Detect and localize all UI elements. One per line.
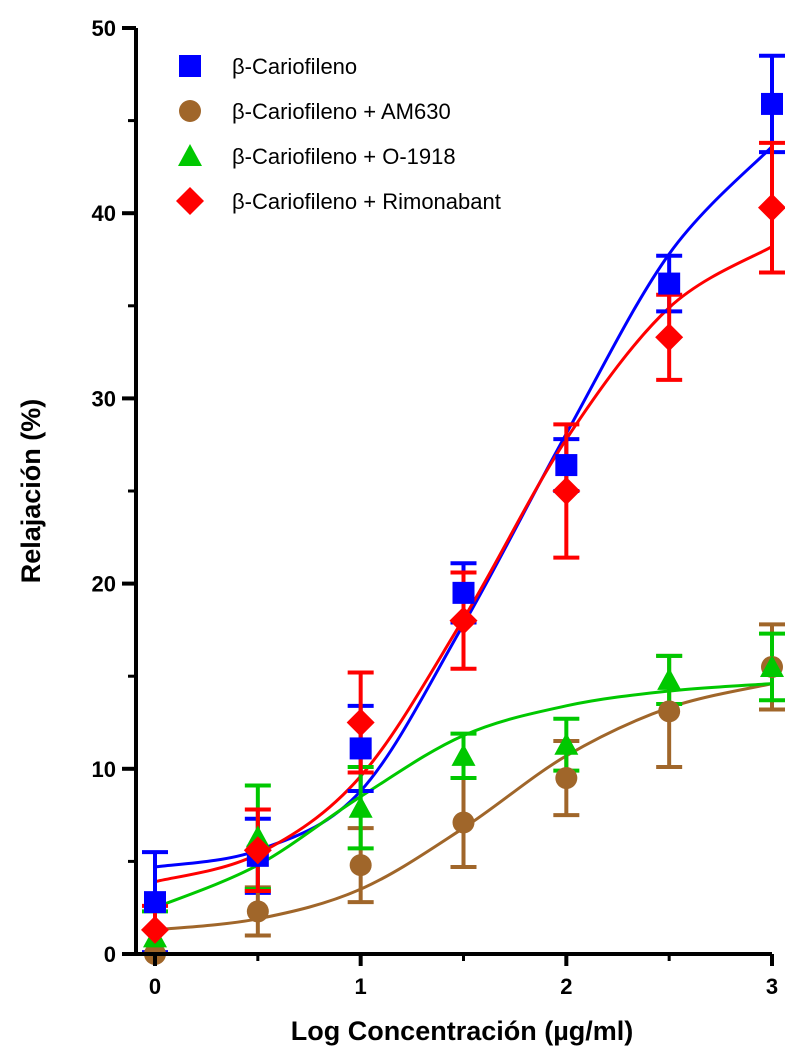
legend-label-3: β-Cariofileno + Rimonabant [232, 189, 501, 214]
legend-marker-2 [178, 144, 202, 166]
data-point-3-0 [141, 916, 169, 944]
legend-label-2: β-Cariofileno + O-1918 [232, 144, 456, 169]
legend-label-0: β-Cariofileno [232, 54, 357, 79]
y-tick-label-1: 10 [92, 757, 116, 782]
data-point-0-2 [350, 737, 372, 759]
y-tick-label-5: 50 [92, 16, 116, 41]
data-point-3-4 [552, 477, 580, 505]
data-point-0-5 [658, 273, 680, 295]
data-point-0-6 [761, 93, 783, 115]
data-point-3-2 [347, 709, 375, 737]
x-tick-label-0: 0 [149, 974, 161, 999]
y-tick-label-4: 40 [92, 201, 116, 226]
data-point-2-3 [452, 744, 476, 766]
data-point-2-4 [554, 733, 578, 755]
y-tick-label-0: 0 [104, 942, 116, 967]
x-tick-label-2: 2 [560, 974, 572, 999]
data-point-0-3 [453, 582, 475, 604]
data-point-1-1 [247, 900, 269, 922]
legend-marker-0 [179, 55, 201, 77]
legend: β-Cariofileno β-Cariofileno + AM630 β-Cari… [176, 54, 501, 215]
data-point-1-4 [555, 767, 577, 789]
data-point-1-5 [658, 700, 680, 722]
data-point-0-4 [555, 454, 577, 476]
data-point-3-3 [450, 607, 478, 635]
data-point-3-6 [758, 194, 785, 222]
x-tick-label-1: 1 [355, 974, 367, 999]
data-point-1-2 [350, 854, 372, 876]
x-tick-label-3: 3 [766, 974, 778, 999]
legend-marker-1 [179, 100, 201, 122]
y-axis-title: Relajación (%) [16, 399, 46, 584]
y-tick-label-2: 20 [92, 572, 116, 597]
x-axis-title: Log Concentración (µg/ml) [291, 1016, 634, 1046]
data-point-0-0 [144, 891, 166, 913]
data-point-3-5 [655, 323, 683, 351]
legend-label-1: β-Cariofileno + AM630 [232, 99, 451, 124]
data-point-2-5 [657, 668, 681, 690]
y-tick-label-3: 30 [92, 386, 116, 411]
legend-marker-3 [176, 187, 204, 215]
data-point-1-3 [453, 812, 475, 834]
